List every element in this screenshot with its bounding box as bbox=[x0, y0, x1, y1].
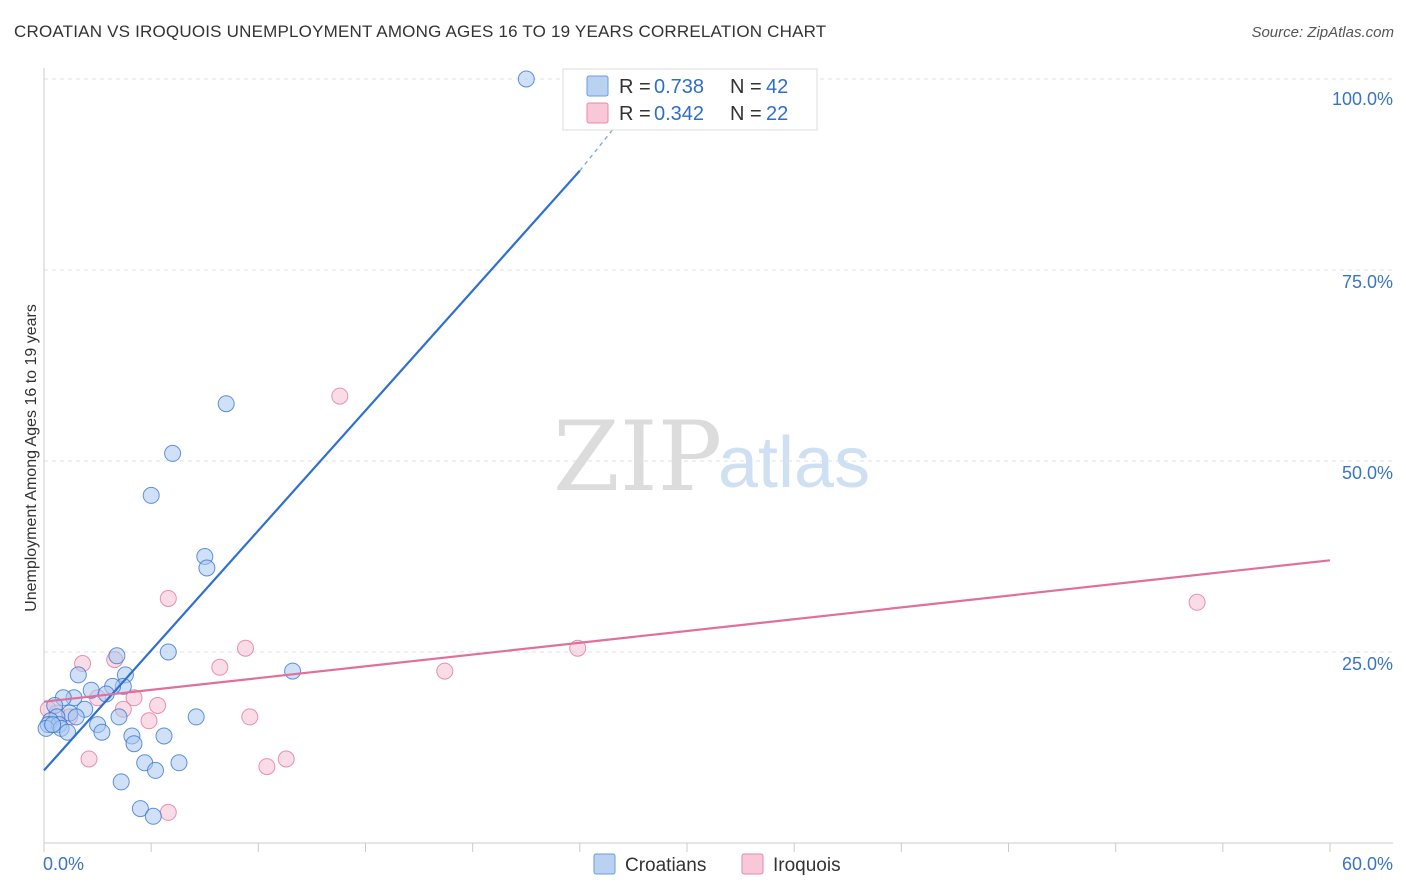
croatian-point-36 bbox=[170, 754, 188, 772]
iroquois-point-17 bbox=[140, 712, 158, 730]
croatian-point-1 bbox=[217, 395, 235, 413]
iroquois-point-7 bbox=[211, 658, 229, 676]
croatian-point-41 bbox=[44, 716, 62, 734]
croatian-point-29 bbox=[187, 708, 205, 726]
watermark-zip: ZIP bbox=[553, 401, 722, 513]
grid-lines bbox=[44, 78, 1393, 653]
source-label: Source: ZipAtlas.com bbox=[1251, 24, 1394, 41]
bottom-legend-croatians: Croatians bbox=[625, 855, 706, 876]
croatian-point-8 bbox=[108, 647, 126, 665]
croatian-point-32 bbox=[155, 727, 173, 745]
legend-r-label-2: R = bbox=[619, 103, 651, 125]
y-tick-label-2: 50.0% bbox=[1342, 463, 1393, 483]
legend-n-value-1: 42 bbox=[766, 76, 788, 98]
croatian-point-39 bbox=[131, 800, 149, 818]
iroquois-point-0 bbox=[331, 387, 349, 405]
croatian-point-22 bbox=[67, 708, 85, 726]
legend-r-value-2: 0.342 bbox=[654, 103, 704, 125]
legend-r-label-1: R = bbox=[619, 76, 651, 98]
bottom-legend-swatch-croatians bbox=[593, 853, 616, 875]
legend-n-label-2: N = bbox=[730, 103, 762, 125]
legend-n-label-1: N = bbox=[730, 76, 762, 98]
croatian-point-34 bbox=[125, 735, 143, 753]
croatian-point-5 bbox=[198, 559, 216, 577]
iroquois-point-19 bbox=[277, 750, 295, 768]
iroquois-points bbox=[39, 387, 1206, 821]
bottom-legend: Croatians Iroquois bbox=[593, 853, 841, 876]
y-tick-label-3: 25.0% bbox=[1342, 654, 1393, 674]
iroquois-point-18 bbox=[80, 750, 98, 768]
croatian-point-37 bbox=[147, 761, 164, 779]
iroquois-point-1 bbox=[159, 590, 177, 607]
croatian-points bbox=[37, 70, 535, 825]
legend-r-value-1: 0.738 bbox=[654, 76, 704, 98]
croatian-point-28 bbox=[110, 708, 128, 726]
legend-swatch-iroquois bbox=[586, 102, 609, 124]
croatian-point-31 bbox=[93, 723, 111, 741]
iroquois-trendline bbox=[43, 559, 1331, 703]
croatian-trendline bbox=[43, 169, 581, 772]
bottom-legend-swatch-iroquois bbox=[741, 853, 764, 875]
iroquois-point-20 bbox=[258, 758, 276, 776]
croatian-point-9 bbox=[69, 666, 87, 684]
watermark-atlas: atlas bbox=[718, 423, 870, 503]
iroquois-point-16 bbox=[241, 708, 259, 726]
croatian-point-6 bbox=[159, 643, 177, 661]
y-axis-label: Unemployment Among Ages 16 to 19 years bbox=[23, 304, 40, 612]
croatian-point-40 bbox=[144, 807, 162, 825]
croatian-point-38 bbox=[112, 773, 130, 791]
iroquois-point-10 bbox=[125, 689, 143, 707]
legend-n-value-2: 22 bbox=[766, 103, 788, 125]
legend-swatch-croatians bbox=[586, 75, 609, 97]
croatian-point-2 bbox=[164, 444, 182, 462]
chart-title: CROATIAN VS IROQUOIS UNEMPLOYMENT AMONG … bbox=[14, 22, 827, 41]
iroquois-point-3 bbox=[237, 639, 254, 657]
y-tick-label-1: 75.0% bbox=[1342, 272, 1393, 292]
croatian-point-30 bbox=[59, 723, 77, 741]
croatian-point-7 bbox=[284, 662, 302, 680]
y-tick-labels: 100.0% 75.0% 50.0% 25.0% bbox=[1332, 89, 1393, 674]
x-tick-max: 60.0% bbox=[1342, 854, 1393, 874]
y-tick-label-0: 100.0% bbox=[1332, 89, 1393, 109]
top-legend: R = 0.738 N = 42 R = 0.342 N = 22 bbox=[562, 68, 818, 131]
iroquois-point-21 bbox=[159, 803, 177, 821]
iroquois-point-2 bbox=[1188, 593, 1206, 611]
croatian-point-0 bbox=[517, 70, 535, 88]
iroquois-point-12 bbox=[149, 697, 167, 714]
x-tick-min: 0.0% bbox=[43, 854, 84, 874]
bottom-legend-iroquois: Iroquois bbox=[773, 855, 841, 876]
iroquois-point-8 bbox=[436, 662, 454, 680]
croatian-point-3 bbox=[142, 486, 160, 504]
